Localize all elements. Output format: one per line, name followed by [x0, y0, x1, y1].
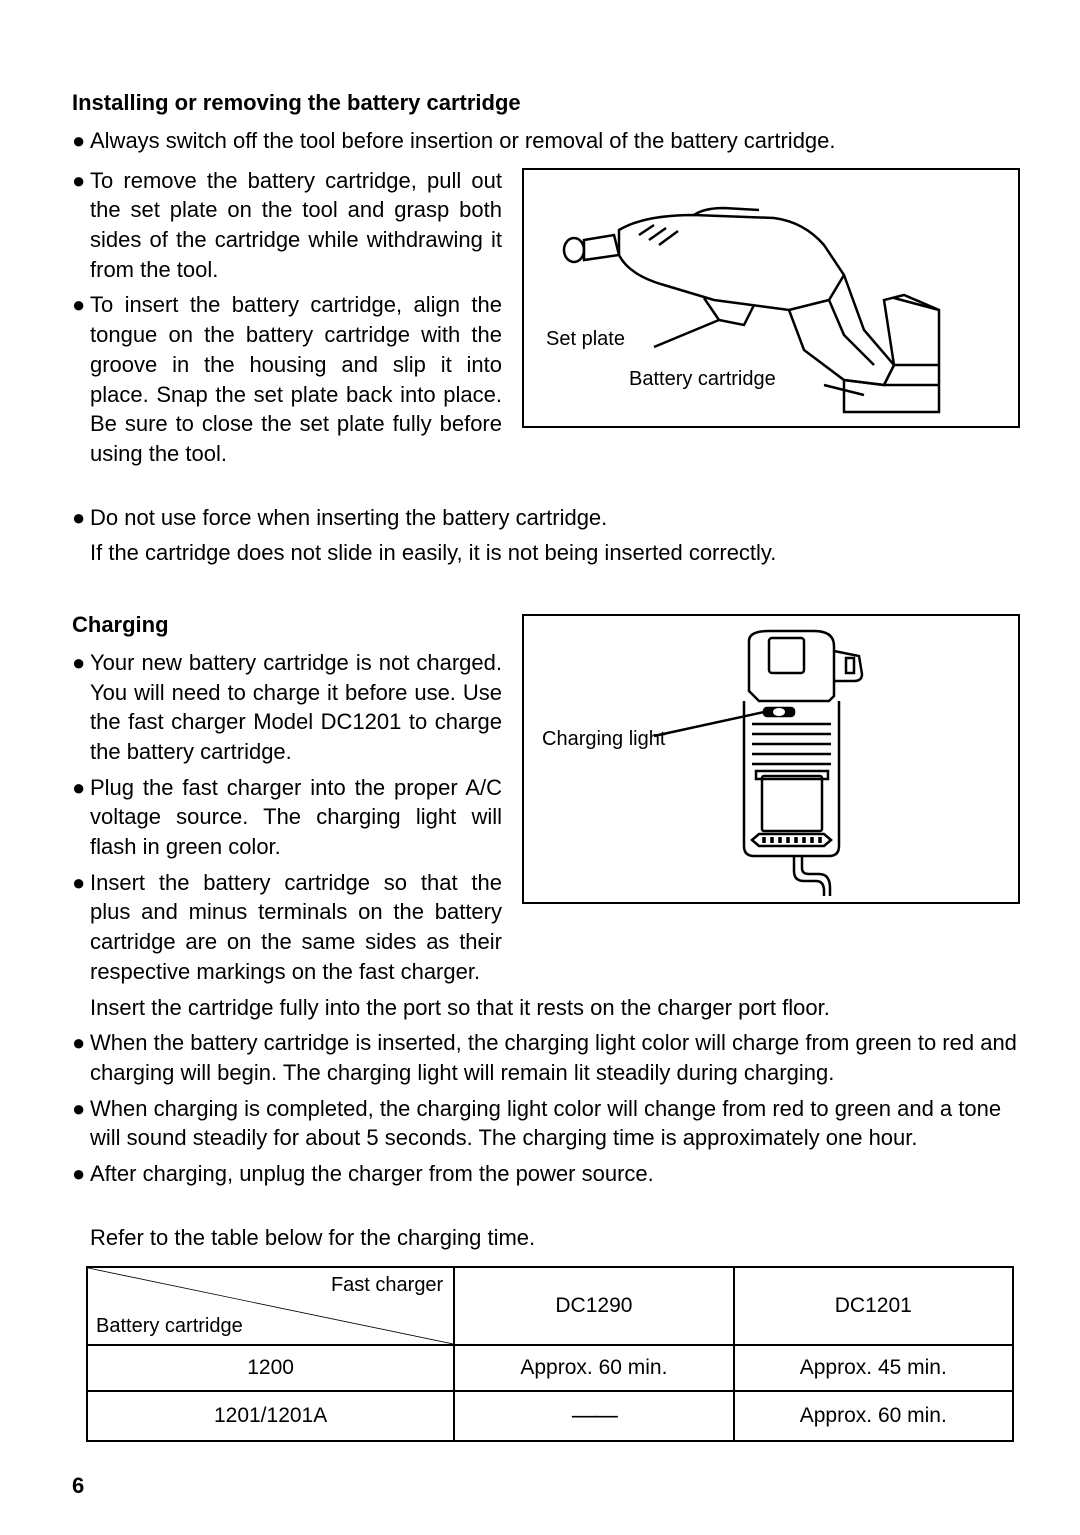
section1-row: ● To remove the battery cartridge, pull … [72, 166, 1020, 475]
section2-heading: Charging [72, 612, 502, 638]
bullet-marker-icon: ● [72, 868, 90, 987]
table-header-diagonal: Fast charger Battery cartridge [87, 1267, 454, 1345]
bullet-text: When charging is completed, the charging… [90, 1094, 1020, 1153]
bullet-marker-icon: ● [72, 1094, 90, 1153]
table-row: 1201/1201A —— Approx. 60 min. [87, 1391, 1013, 1441]
table-row: Fast charger Battery cartridge DC1290 DC… [87, 1267, 1013, 1345]
table-intro: Refer to the table below for the chargin… [90, 1223, 1020, 1253]
bullet-text: Plug the fast charger into the proper A/… [90, 773, 502, 862]
bullet-text: Insert the battery cartridge so that the… [90, 868, 502, 987]
figure1-label-setplate: Set plate [546, 328, 625, 351]
section1-text-column: ● To remove the battery cartridge, pull … [72, 166, 502, 475]
diag-bottom-label: Battery cartridge [96, 1315, 243, 1338]
figure1-box: Set plate Battery cartridge [522, 168, 1020, 428]
bullet-marker-icon: ● [72, 1028, 90, 1087]
bullet-item: ● Always switch off the tool before inse… [72, 126, 1020, 156]
bullet-marker-icon: ● [72, 648, 90, 767]
section2-text-column: Charging ● Your new battery cartridge is… [72, 612, 502, 993]
figure2-box: Charging light [522, 614, 1020, 904]
bullet-text: When the battery cartridge is inserted, … [90, 1028, 1020, 1087]
sub-text: If the cartridge does not slide in easil… [90, 538, 1020, 568]
figure2-label-light: Charging light [542, 728, 665, 751]
bullet-item: ● After charging, unplug the charger fro… [72, 1159, 1020, 1189]
bullet-marker-icon: ● [72, 290, 90, 468]
bullet-item: ● Do not use force when inserting the ba… [72, 503, 1020, 533]
table-header: DC1290 [454, 1267, 733, 1345]
bullet-marker-icon: ● [72, 126, 90, 156]
section2-row: Charging ● Your new battery cartridge is… [72, 612, 1020, 993]
bullet-item: ● Plug the fast charger into the proper … [72, 773, 502, 862]
bullet-marker-icon: ● [72, 773, 90, 862]
bullet-text: To remove the battery cartridge, pull ou… [90, 166, 502, 285]
bullet-text: Your new battery cartridge is not charge… [90, 648, 502, 767]
bullet-text: Always switch off the tool before insert… [90, 126, 1020, 156]
bullet-item: ● To insert the battery cartridge, align… [72, 290, 502, 468]
page-number: 6 [72, 1473, 84, 1499]
bullet-text: After charging, unplug the charger from … [90, 1159, 1020, 1189]
bullet-text: Do not use force when inserting the batt… [90, 503, 1020, 533]
bullet-marker-icon: ● [72, 1159, 90, 1189]
table-cell: Approx. 45 min. [734, 1345, 1013, 1391]
charger-icon [624, 626, 924, 896]
table-cell: 1201/1201A [87, 1391, 454, 1441]
table-header: DC1201 [734, 1267, 1013, 1345]
diag-top-label: Fast charger [331, 1274, 443, 1297]
bullet-marker-icon: ● [72, 166, 90, 285]
bullet-text: To insert the battery cartridge, align t… [90, 290, 502, 468]
charging-table: Fast charger Battery cartridge DC1290 DC… [86, 1266, 1014, 1442]
bullet-item: ● When the battery cartridge is inserted… [72, 1028, 1020, 1087]
table-row: 1200 Approx. 60 min. Approx. 45 min. [87, 1345, 1013, 1391]
table-cell: Approx. 60 min. [454, 1345, 733, 1391]
table-cell: Approx. 60 min. [734, 1391, 1013, 1441]
table-cell: —— [454, 1391, 733, 1441]
bullet-item: ● To remove the battery cartridge, pull … [72, 166, 502, 285]
section1-heading: Installing or removing the battery cartr… [72, 90, 1020, 116]
bullet-item: ● When charging is completed, the chargi… [72, 1094, 1020, 1153]
bullet-item: ● Insert the battery cartridge so that t… [72, 868, 502, 987]
figure1-label-battery: Battery cartridge [629, 368, 776, 391]
bullet-item: ● Your new battery cartridge is not char… [72, 648, 502, 767]
bullet-marker-icon: ● [72, 503, 90, 533]
inline-continuation: Insert the cartridge fully into the port… [90, 993, 1020, 1023]
table-cell: 1200 [87, 1345, 454, 1391]
